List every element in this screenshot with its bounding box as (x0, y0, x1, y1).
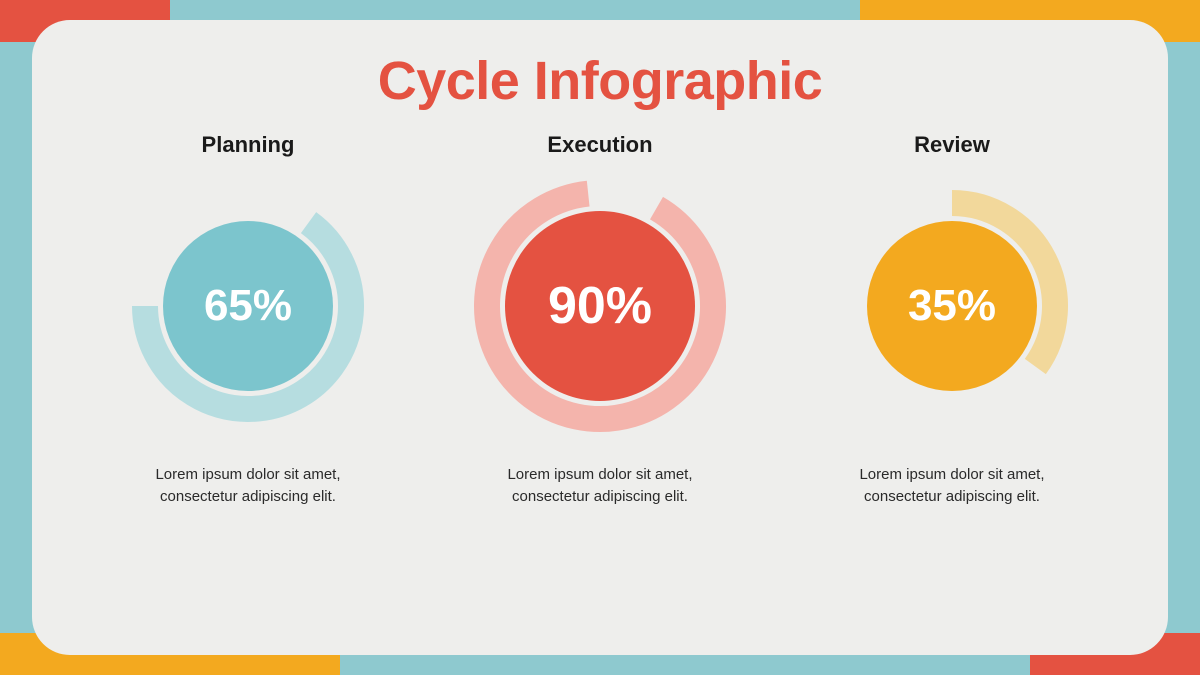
gauge-ring: 90% (470, 176, 730, 436)
gauge-inner-circle: 90% (505, 211, 695, 401)
gauge-ring: 65% (118, 176, 378, 436)
gauge-label: Review (914, 132, 990, 158)
page-title: Cycle Infographic (82, 50, 1118, 112)
gauge-description: Lorem ipsum dolor sit amet, consectetur … (470, 464, 730, 508)
gauge-value: 35% (908, 281, 996, 331)
gauge-description: Lorem ipsum dolor sit amet, consectetur … (822, 464, 1082, 508)
content-card: Cycle Infographic Planning 65% Lorem ips… (32, 20, 1168, 655)
gauge-description: Lorem ipsum dolor sit amet, consectetur … (118, 464, 378, 508)
gauge-ring: 35% (822, 176, 1082, 436)
gauges-row: Planning 65% Lorem ipsum dolor sit amet,… (82, 132, 1118, 615)
gauge-label: Planning (202, 132, 295, 158)
gauge-execution: Execution 90% Lorem ipsum dolor sit amet… (434, 132, 766, 615)
gauge-value: 65% (204, 281, 292, 331)
gauge-review: Review 35% Lorem ipsum dolor sit amet, c… (786, 132, 1118, 615)
gauge-label: Execution (547, 132, 652, 158)
gauge-planning: Planning 65% Lorem ipsum dolor sit amet,… (82, 132, 414, 615)
gauge-inner-circle: 35% (867, 221, 1037, 391)
gauge-value: 90% (548, 276, 652, 336)
gauge-inner-circle: 65% (163, 221, 333, 391)
